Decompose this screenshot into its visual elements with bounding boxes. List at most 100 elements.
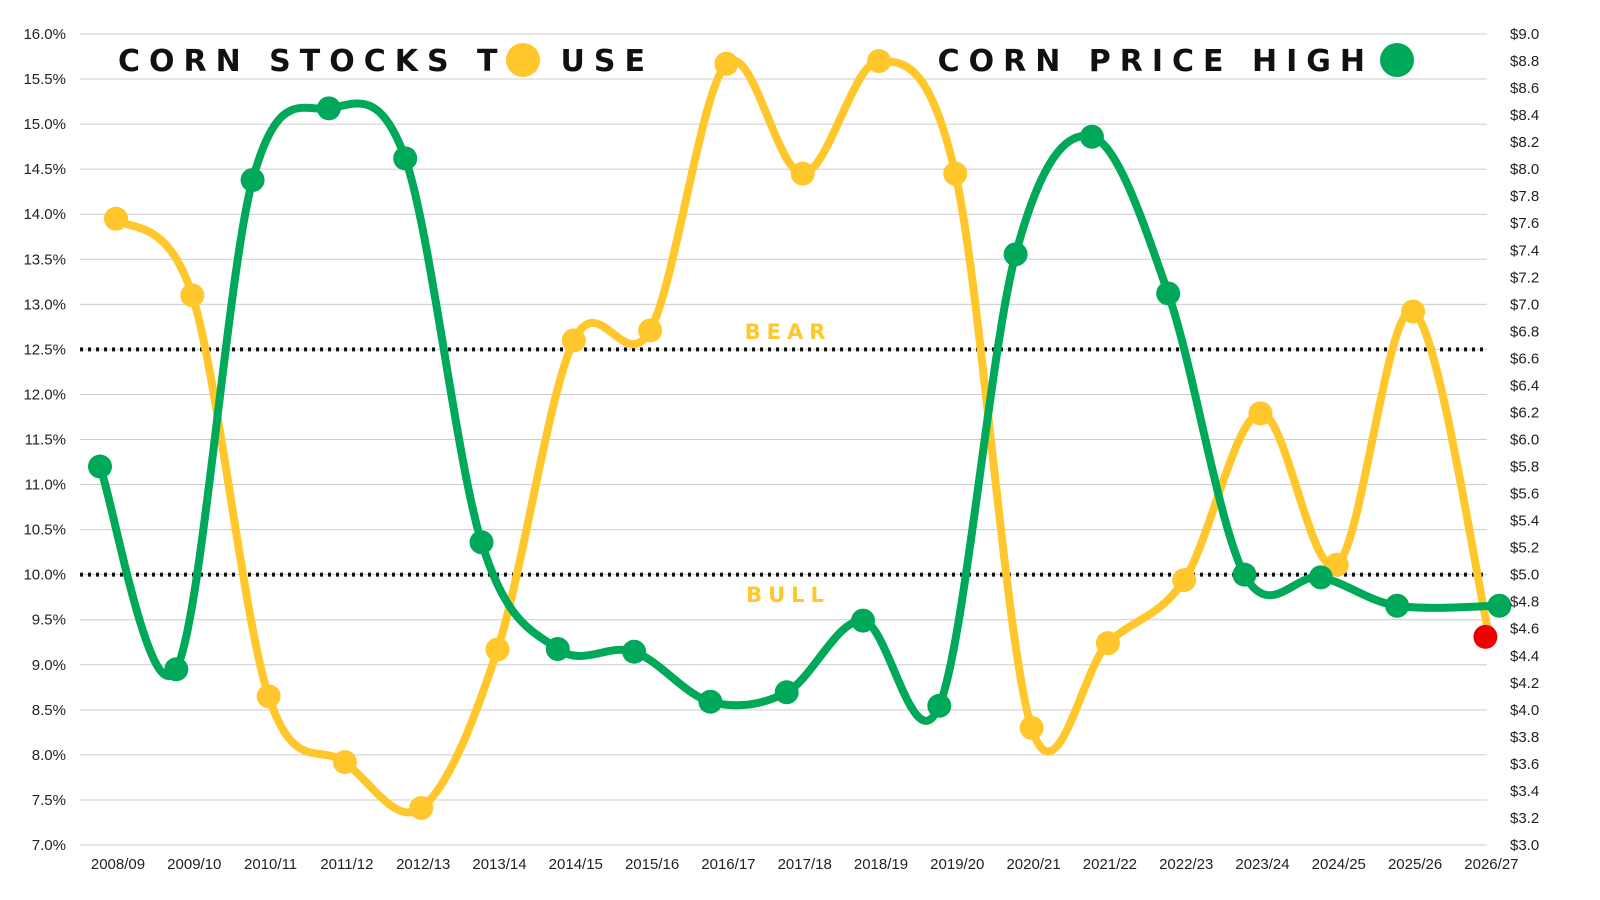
left-tick-label: 8.5%	[32, 702, 66, 719]
x-tick-label: 2014/15	[549, 856, 603, 873]
data-point-stocks	[1019, 715, 1044, 740]
right-tick-label: $7.8	[1510, 188, 1539, 205]
x-tick-label: 2012/13	[396, 856, 450, 873]
right-tick-label: $4.6	[1510, 621, 1539, 638]
right-tick-label: $5.4	[1510, 513, 1539, 530]
data-point-stocks	[485, 637, 510, 662]
data-point-stocks	[561, 328, 586, 353]
data-point-stocks	[638, 318, 663, 343]
data-point-price	[240, 167, 265, 192]
x-tick-label: 2019/20	[930, 856, 984, 873]
data-point-price	[927, 693, 952, 718]
left-tick-label: 14.5%	[23, 161, 66, 178]
x-tick-label: 2022/23	[1159, 856, 1213, 873]
data-point-stocks	[332, 750, 357, 775]
right-tick-label: $6.0	[1510, 432, 1539, 449]
right-tick-label: $3.8	[1510, 729, 1539, 746]
right-tick-label: $5.6	[1510, 486, 1539, 503]
data-point-stocks	[790, 161, 815, 186]
right-tick-label: $8.6	[1510, 80, 1539, 97]
x-tick-label: 2023/24	[1235, 856, 1289, 873]
right-tick-label: $4.0	[1510, 702, 1539, 719]
legend-label-price: CORN PRICE HIGH	[938, 44, 1374, 79]
x-tick-label: 2024/25	[1312, 856, 1366, 873]
data-point-price	[1385, 593, 1410, 618]
data-point-stocks	[714, 51, 739, 76]
x-tick-label: 2016/17	[701, 856, 755, 873]
data-point-price	[545, 637, 570, 662]
data-point-price	[622, 639, 647, 664]
right-tick-label: $8.4	[1510, 107, 1539, 124]
data-point-stocks	[1401, 299, 1426, 324]
right-tick-label: $4.8	[1510, 594, 1539, 611]
left-tick-label: 9.0%	[32, 657, 66, 674]
right-tick-label: $5.2	[1510, 540, 1539, 557]
series	[88, 49, 1512, 821]
data-point-price	[1156, 281, 1181, 306]
bull-zone-label: BULL	[746, 583, 830, 607]
right-tick-label: $8.8	[1510, 53, 1539, 70]
right-tick-label: $6.4	[1510, 377, 1539, 394]
x-tick-label: 2008/09	[91, 856, 145, 873]
data-point-stocks	[1095, 631, 1120, 656]
data-point-stocks	[943, 161, 968, 186]
right-tick-label: $6.8	[1510, 323, 1539, 340]
legend: CORN STOCKS TO USE CORN PRICE HIGH	[118, 43, 1414, 79]
legend-label-stocks: CORN STOCKS TO USE	[118, 44, 654, 79]
x-tick-label: 2013/14	[472, 856, 526, 873]
right-tick-label: $9.0	[1510, 26, 1539, 43]
data-point-price	[1003, 242, 1028, 267]
left-tick-label: 10.0%	[23, 567, 66, 584]
right-tick-label: $3.0	[1510, 837, 1539, 854]
data-point-stocks	[1248, 401, 1273, 426]
x-tick-label: 2020/21	[1006, 856, 1060, 873]
right-tick-label: $6.6	[1510, 350, 1539, 367]
data-point-price	[1232, 562, 1257, 587]
data-point-stocks	[1172, 568, 1197, 593]
data-point-price	[164, 657, 189, 682]
left-tick-label: 13.5%	[23, 251, 66, 268]
data-point-price	[1487, 593, 1512, 618]
x-tick-label: 2021/22	[1083, 856, 1137, 873]
data-point-stocks	[256, 684, 281, 709]
left-tick-label: 11.0%	[25, 477, 66, 494]
right-tick-label: $7.4	[1510, 242, 1539, 259]
right-tick-label: $8.0	[1510, 161, 1539, 178]
highlight-point	[1473, 624, 1498, 649]
data-point-price	[1079, 124, 1104, 149]
left-tick-label: 14.0%	[23, 206, 66, 223]
data-point-price	[851, 608, 875, 633]
legend-swatch-price	[1380, 43, 1414, 77]
data-point-stocks	[104, 206, 128, 231]
left-tick-label: 12.5%	[23, 341, 66, 358]
left-tick-label: 15.5%	[23, 71, 66, 88]
right-tick-label: $3.4	[1510, 783, 1539, 800]
data-point-price	[1308, 565, 1333, 590]
x-tick-label: 2011/12	[320, 856, 373, 873]
reference-lines	[80, 347, 1487, 577]
right-axis: $3.0 $3.2 $3.4 $3.6 $3.8 $4.0 $4.2 $4.4 $4.6 $4.8…	[1510, 26, 1539, 854]
data-point-stocks	[180, 283, 205, 308]
x-tick-label: 2015/16	[625, 856, 679, 873]
x-tick-label: 2017/18	[778, 856, 832, 873]
left-tick-label: 8.0%	[32, 747, 66, 764]
right-tick-label: $6.2	[1510, 404, 1539, 421]
right-tick-label: $4.2	[1510, 675, 1539, 692]
data-point-stocks	[409, 796, 434, 821]
right-tick-label: $7.0	[1510, 296, 1539, 313]
left-axis: 7.0% 7.5% 8.0% 8.5% 9.0% 9.5% 10.0% 10.5% 11.0% 1…	[23, 26, 66, 854]
data-point-price	[88, 454, 112, 479]
right-tick-label: $7.6	[1510, 215, 1539, 232]
data-point-price	[316, 96, 341, 121]
x-tick-label: 2018/19	[854, 856, 908, 873]
left-tick-label: 9.5%	[32, 612, 66, 629]
x-tick-label: 2009/10	[167, 856, 221, 873]
left-tick-label: 13.0%	[23, 296, 66, 313]
x-axis: 2008/09 2009/10 2010/11 2011/12 2012/13 2013/…	[91, 856, 1519, 873]
left-tick-label: 7.5%	[32, 792, 66, 809]
bear-zone-label: BEAR	[745, 320, 832, 344]
data-point-price	[469, 530, 494, 555]
data-point-stocks	[867, 49, 891, 74]
right-tick-label: $4.4	[1510, 648, 1539, 665]
